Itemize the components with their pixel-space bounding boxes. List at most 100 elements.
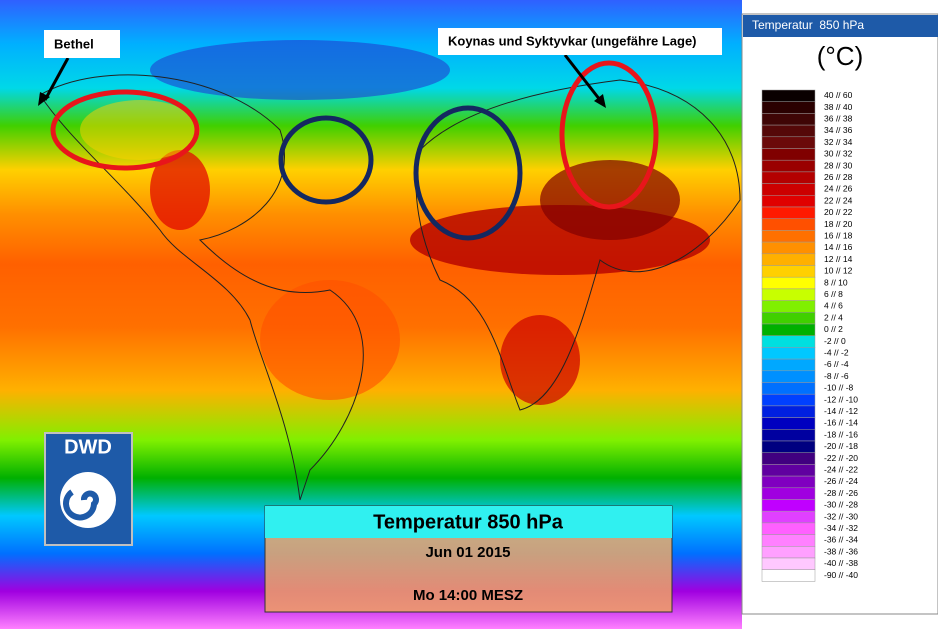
legend-label: 28 // 30 [824,160,853,170]
legend-label: -40 // -38 [824,558,858,568]
legend-swatch [761,347,816,360]
legend-label: 6 // 8 [824,289,843,299]
legend-swatch [761,265,816,278]
legend-label: -36 // -34 [824,535,858,545]
highlight-circle [50,89,200,171]
info-time: Mo 14:00 MESZ [413,587,523,604]
legend-swatch [761,101,816,114]
legend-title: Temperatur 850 hPa [752,18,864,32]
legend-label: 30 // 32 [824,149,853,159]
legend-swatch [761,218,816,231]
legend-label: -14 // -12 [824,406,858,416]
logo-text: DWD [64,436,112,458]
legend-swatch [761,300,816,313]
legend-swatch [761,382,816,395]
info-title: Temperatur 850 hPa [373,511,564,533]
logo: DWD [44,432,133,546]
legend-swatch [761,546,816,559]
legend-label: 38 // 40 [824,102,853,112]
arrow-head [38,92,50,106]
legend-label: 10 // 12 [824,266,853,276]
legend-label: 20 // 22 [824,207,853,217]
legend-label: -10 // -8 [824,383,854,393]
hot-region [540,160,680,240]
callout-label: Koynas und Syktyvkar (ungefähre Lage) [448,33,697,48]
legend-label: -2 // 0 [824,336,846,346]
legend-label: 40 // 60 [824,90,853,100]
legend-swatch [761,393,816,407]
logo-swirl [63,489,99,521]
legend-label: -4 // -2 [824,348,849,358]
hot-region [150,150,210,230]
callout-label: Bethel [54,36,94,51]
legend-label: -12 // -10 [824,394,858,404]
legend-label: -28 // -26 [824,488,858,498]
legend-swatch [761,312,816,325]
legend-swatch [761,124,816,138]
legend-swatch [761,288,816,301]
coastline [415,79,741,411]
legend-swatch [761,171,816,184]
info-date: Jun 01 2015 [425,544,510,561]
legend-swatch [761,452,816,465]
legend-label: -22 // -20 [824,453,858,463]
legend-label: -18 // -16 [824,429,858,439]
legend-label: 0 // 2 [824,324,843,334]
legend-swatch [761,335,816,348]
legend-label: -24 // -22 [824,465,858,475]
arrow-head [594,94,606,108]
legend-label: 22 // 24 [824,195,853,205]
arrow [43,57,70,101]
legend-swatch [761,89,816,102]
legend-label: -30 // -28 [824,500,858,510]
legend-label: 12 // 14 [824,254,853,264]
info-box-header [265,506,672,538]
legend: Temperatur 850 hPa (°C) 40 // 60 38 // 40… [741,13,938,615]
legend-swatch [761,323,816,336]
highlight-circle [559,60,659,210]
legend-swatch [761,253,816,266]
legend-swatch [761,510,816,524]
legend-label: -38 // -36 [824,546,858,556]
legend-label: 4 // 6 [824,301,843,311]
legend-label: 16 // 18 [824,231,853,241]
legend-swatch [761,440,816,453]
legend-swatch [761,195,816,208]
legend-swatch [761,276,816,290]
legend-label: 2 // 4 [824,312,843,322]
callout-box [438,28,722,55]
legend-swatch [761,534,816,547]
highlight-circle [278,115,374,205]
legend-label: -16 // -14 [824,418,858,428]
legend-unit: (°C) [817,41,864,71]
legend-swatch [761,464,816,477]
legend-swatch [761,230,816,243]
legend-swatch [761,417,816,430]
legend-label: 14 // 16 [824,242,853,252]
legend-label: 18 // 20 [824,219,853,229]
legend-label: -32 // -30 [824,511,858,521]
legend-label: -20 // -18 [824,441,858,451]
legend-label: 26 // 28 [824,172,853,182]
highlight-circle [413,105,523,241]
legend-swatch [761,499,816,512]
legend-label: 34 // 36 [824,125,853,135]
legend-swatch [761,241,816,255]
coastline [39,74,364,501]
legend-swatch [761,475,816,489]
legend-swatch [761,405,816,418]
legend-label: -6 // -4 [824,359,849,369]
legend-label: -26 // -24 [824,476,858,486]
cold-region [150,40,450,100]
legend-label: 24 // 26 [824,184,853,194]
legend-header [743,15,938,37]
info-box: Temperatur 850 hPa Jun 01 2015 Mo 14:00 … [264,505,673,613]
hot-region [500,315,580,405]
legend-swatch [761,113,816,126]
legend-swatch [761,569,816,582]
legend-label: -90 // -40 [824,570,858,580]
legend-swatch [761,370,816,383]
map: Bethel Koynas und Syktyvkar (ungefähre L… [0,0,742,629]
legend-swatch [761,557,816,570]
legend-swatch [761,358,816,372]
